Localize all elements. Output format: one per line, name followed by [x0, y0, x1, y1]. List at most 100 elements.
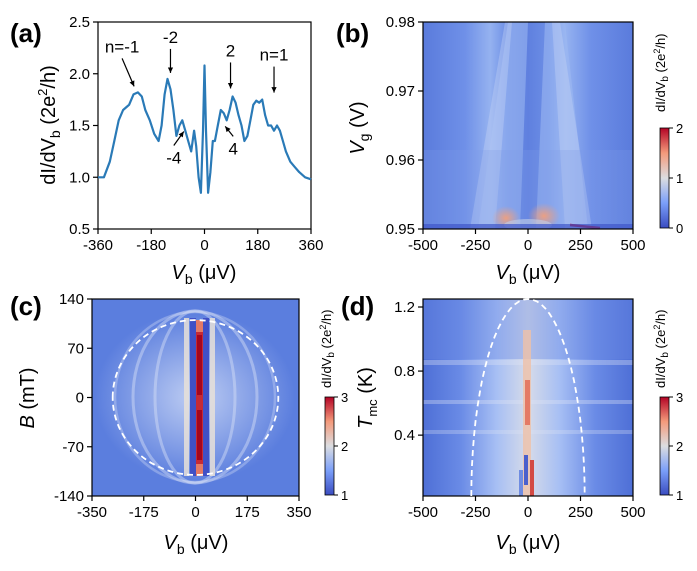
annotation-arrowhead	[227, 83, 234, 89]
x-tick-label: 350	[286, 504, 311, 521]
x-tick-label: -250	[460, 237, 490, 254]
y-tick-label: 1.2	[394, 299, 415, 316]
y-tick-label: -70	[62, 439, 84, 456]
x-tick-label: 250	[568, 504, 593, 521]
panel-b-label: (b)	[336, 18, 369, 48]
y-tick-label: -140	[54, 488, 84, 505]
colorbar-tick-label: 2	[341, 439, 348, 454]
panel-d-colorbar-label: dI/dVb (2e2/h)	[652, 309, 671, 388]
y-tick-label: 0.95	[386, 221, 415, 238]
panel-a-x-ticks: -360 -180 0 180 360	[83, 229, 324, 254]
panel-c-heatmap	[92, 299, 299, 496]
y-tick-label: 1.0	[69, 169, 90, 186]
colorbar-tick-label: 1	[341, 488, 348, 503]
x-tick-label: 0	[191, 504, 199, 521]
annotation-label: -4	[166, 149, 181, 168]
y-tick-label: 0.96	[386, 152, 415, 169]
x-tick-label: -250	[460, 504, 490, 521]
colorbar-tick-label: 1	[676, 171, 683, 186]
panel-c-x-ticks: -350 -175 0 175 350	[77, 496, 312, 521]
panel-d-x-ticks: -500 -250 0 250 500	[408, 496, 646, 521]
colorbar-tick-label: 2	[676, 439, 683, 454]
x-tick-label: 180	[245, 237, 270, 254]
colorbar-tick-label: 3	[676, 390, 683, 405]
panel-a-y-label: dI/dVb (2e2/h)	[35, 65, 63, 185]
panel-c-colorbar-label: dI/dVb (2e2/h)	[318, 309, 337, 388]
panel-a-plot-area: -360 -180 0 180 360 0.5 1.0 1.5 2.0 2.5 n=-1 -2 -4…	[69, 14, 323, 254]
x-tick-label: 175	[235, 504, 260, 521]
colorbar-tick-label: 0	[676, 221, 683, 236]
y-tick-label: 0	[76, 390, 84, 407]
panel-c-y-label: B (mT)	[17, 367, 39, 428]
x-tick-label: -175	[129, 504, 159, 521]
annotation-label: n=1	[260, 46, 289, 65]
panel-b-colorbar-ticks: 0 1 2	[669, 121, 683, 236]
annotation-arrowhead	[271, 87, 277, 93]
annotation-arrowhead	[225, 126, 231, 133]
x-tick-label: 360	[298, 237, 323, 254]
panel-d-y-label: Tmc (K)	[355, 367, 380, 429]
panel-c-colorbar: 1 2 3 dI/dVb (2e2/h)	[318, 309, 348, 503]
panel-a-series-line	[98, 64, 312, 194]
colorbar-tick-label: 1	[676, 488, 683, 503]
x-tick-label: 500	[620, 237, 645, 254]
panel-c: (c) -350 -175 0 175 350 -140 -70 0 70 140 Vb (μV…	[10, 291, 348, 557]
panel-b-colorbar-label: dI/dVb (2e2/h)	[652, 33, 671, 112]
panel-d-dashed-arc	[470, 298, 586, 497]
panel-d-label: (d)	[341, 291, 374, 321]
panel-c-y-ticks: -140 -70 0 70 140	[54, 291, 92, 505]
y-tick-label: 0.8	[394, 363, 415, 380]
annotation-arrowhead	[178, 131, 184, 138]
x-tick-label: -500	[408, 237, 438, 254]
panel-b-colorbar: 0 1 2 dI/dVb (2e2/h)	[652, 33, 683, 236]
panel-a-frame	[97, 21, 312, 230]
y-tick-label: 1.5	[69, 118, 90, 135]
y-tick-label: 70	[67, 340, 84, 357]
x-tick-label: 0	[524, 504, 532, 521]
annotation-arrowhead	[167, 67, 174, 73]
panel-c-x-label: Vb (μV)	[164, 532, 229, 557]
y-tick-label: 2.0	[69, 66, 90, 83]
annotation-label: n=-1	[105, 37, 140, 56]
panel-d-y-ticks: 0.4 0.8 1.2	[394, 299, 423, 444]
annotation-label: 4	[228, 139, 237, 158]
panel-c-colorbar-ticks: 1 2 3	[334, 390, 348, 503]
x-tick-label: 500	[620, 504, 645, 521]
x-tick-label: 250	[568, 237, 593, 254]
x-tick-label: -180	[136, 237, 166, 254]
x-tick-label: 0	[524, 237, 532, 254]
annotation-arrowhead	[129, 80, 135, 87]
x-tick-label: -500	[408, 504, 438, 521]
panel-d: (d) -500 -250 0 250 500 0.4 0.8 1.2 Vb (μV) Tm…	[341, 291, 683, 557]
panel-b-x-label: Vb (μV)	[496, 262, 561, 287]
panel-a-annotations: n=-1 -2 -4 2 4 n=1	[105, 28, 289, 168]
x-tick-label: -360	[83, 237, 113, 254]
panel-a-label: (a)	[10, 18, 42, 48]
panel-d-colorbar: 1 2 3 dI/dVb (2e2/h)	[652, 309, 683, 503]
panel-b: (b) -500 -250 0 250 500 0.95 0.96 0.97 0.98 Vb …	[336, 14, 683, 287]
panel-b-x-ticks: -500 -250 0 250 500	[408, 229, 646, 254]
annotation-label: 2	[226, 41, 235, 60]
panel-d-x-label: Vb (μV)	[496, 532, 561, 557]
panel-b-y-label: Vg (V)	[347, 101, 372, 154]
annotation-label: -2	[163, 28, 178, 47]
panel-a-y-ticks: 0.5 1.0 1.5 2.0 2.5	[69, 14, 98, 238]
colorbar-tick-label: 3	[341, 390, 348, 405]
y-tick-label: 0.97	[386, 83, 415, 100]
x-tick-label: 0	[200, 237, 208, 254]
panel-a: (a) -360 -180 0 180 360 0.5 1.0 1.5 2.0 2.5 n=-1…	[10, 14, 324, 287]
panel-b-heatmap	[423, 22, 633, 229]
panel-c-dashed-ellipse	[111, 319, 280, 476]
colorbar-tick-label: 2	[676, 121, 683, 136]
panel-d-heatmap	[423, 299, 633, 496]
x-tick-label: -350	[77, 504, 107, 521]
y-tick-label: 2.5	[69, 14, 90, 31]
y-tick-label: 0.98	[386, 14, 415, 31]
panel-b-y-ticks: 0.95 0.96 0.97 0.98	[386, 14, 423, 238]
panel-d-colorbar-ticks: 1 2 3	[669, 390, 683, 503]
y-tick-label: 0.4	[394, 427, 415, 444]
panel-c-label: (c)	[10, 291, 42, 321]
y-tick-label: 140	[59, 291, 84, 308]
panel-a-x-label: Vb (μV)	[172, 262, 237, 287]
